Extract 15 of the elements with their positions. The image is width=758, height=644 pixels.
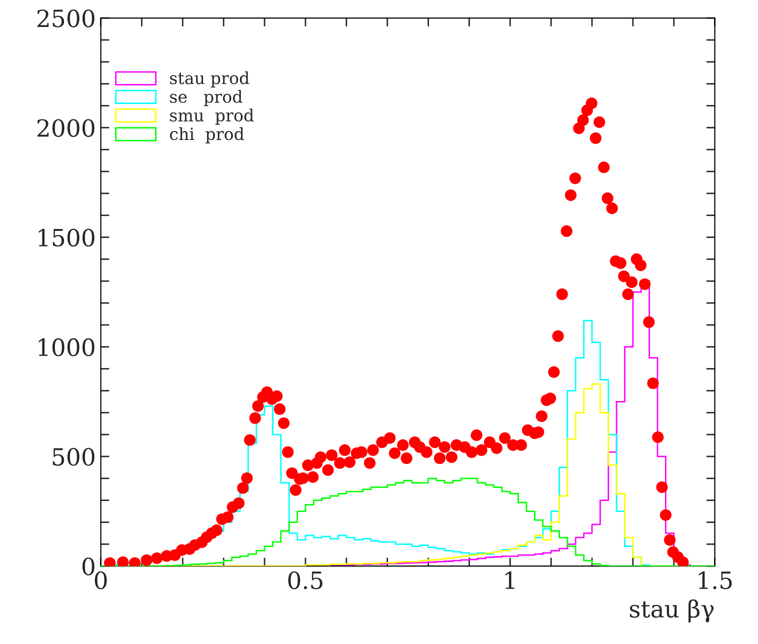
y-tick-label: 0	[82, 558, 94, 576]
y-tick-label: 1000	[38, 338, 94, 356]
x-tick-label: 1.5	[698, 571, 732, 590]
x-axis-title: stau βγ	[630, 599, 714, 622]
legend-label: smu prod	[170, 108, 254, 125]
legend-label: se prod	[170, 90, 242, 106]
y-tick-label: 2000	[37, 119, 94, 137]
y-tick-label: 500	[52, 448, 94, 466]
legend-label: chi prod	[170, 127, 244, 144]
y-tick-label: 2500	[37, 9, 94, 28]
x-tick-label: 1	[506, 571, 514, 589]
legend-label: stau prod	[170, 71, 250, 88]
x-tick-label: 0	[94, 571, 107, 590]
x-tick-label: 0.5	[288, 571, 322, 590]
y-tick-label: 1500	[38, 228, 94, 247]
